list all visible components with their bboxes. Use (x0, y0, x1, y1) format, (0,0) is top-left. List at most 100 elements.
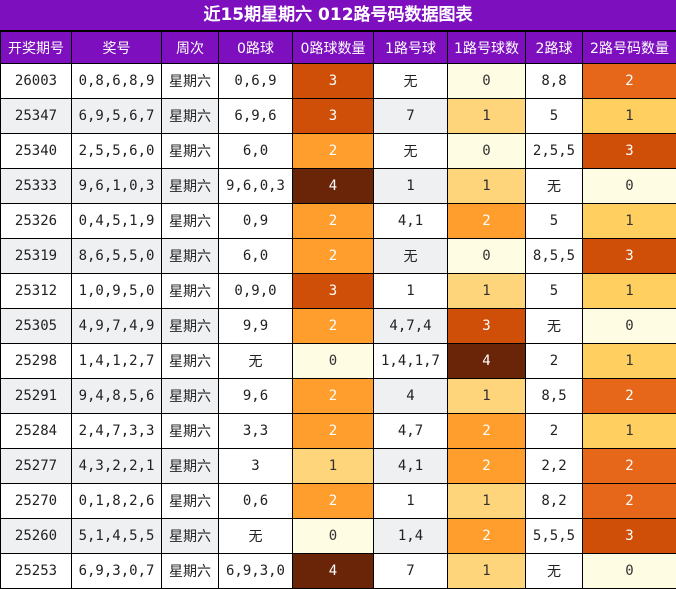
period-cell: 25253 (1, 554, 72, 589)
numbers-cell: 0,1,8,2,6 (72, 484, 162, 519)
period-cell: 25326 (1, 204, 72, 239)
period-cell: 25277 (1, 449, 72, 484)
road1-balls-cell: 1,4 (374, 519, 448, 554)
road2-balls-cell: 无 (526, 554, 583, 589)
road2-count-cell: 0 (583, 309, 676, 344)
road2-balls-cell: 5 (526, 99, 583, 134)
road2-balls-cell: 8,5,5 (526, 239, 583, 274)
road1-count-cell: 2 (448, 414, 526, 449)
numbers-cell: 5,1,4,5,5 (72, 519, 162, 554)
header-row: 开奖期号 奖号 周次 0路球 0路球数量 1路号球 1路号球数 2路球 2路号码… (1, 32, 676, 64)
weekday-cell: 星期六 (162, 204, 219, 239)
numbers-cell: 0,8,6,8,9 (72, 64, 162, 99)
period-cell: 25305 (1, 309, 72, 344)
road2-count-cell: 1 (583, 414, 676, 449)
road1-count-cell: 0 (448, 134, 526, 169)
road2-balls-cell: 8,8 (526, 64, 583, 99)
road0-count-cell: 4 (293, 169, 374, 204)
road2-count-cell: 0 (583, 169, 676, 204)
weekday-cell: 星期六 (162, 449, 219, 484)
road0-count-cell: 0 (293, 519, 374, 554)
road0-count-cell: 2 (293, 134, 374, 169)
numbers-cell: 4,3,2,2,1 (72, 449, 162, 484)
weekday-cell: 星期六 (162, 554, 219, 589)
period-cell: 25333 (1, 169, 72, 204)
road2-count-cell: 3 (583, 519, 676, 554)
weekday-cell: 星期六 (162, 484, 219, 519)
numbers-cell: 1,4,1,2,7 (72, 344, 162, 379)
road2-count-cell: 0 (583, 554, 676, 589)
road2-balls-cell: 2 (526, 344, 583, 379)
road2-balls-cell: 5,5,5 (526, 519, 583, 554)
road2-balls-cell: 5 (526, 274, 583, 309)
road2-balls-cell: 8,2 (526, 484, 583, 519)
period-cell: 25340 (1, 134, 72, 169)
weekday-cell: 星期六 (162, 134, 219, 169)
road1-balls-cell: 无 (374, 64, 448, 99)
road2-balls-cell: 2,2 (526, 449, 583, 484)
road2-count-cell: 1 (583, 344, 676, 379)
road0-balls-cell: 无 (219, 344, 293, 379)
weekday-cell: 星期六 (162, 274, 219, 309)
period-cell: 25260 (1, 519, 72, 554)
road1-count-cell: 2 (448, 519, 526, 554)
weekday-cell: 星期六 (162, 414, 219, 449)
road0-count-cell: 3 (293, 274, 374, 309)
road2-count-cell: 2 (583, 484, 676, 519)
numbers-cell: 2,5,5,6,0 (72, 134, 162, 169)
header-road1-balls: 1路号球 (374, 32, 448, 64)
road1-count-cell: 1 (448, 379, 526, 414)
header-road0-count: 0路球数量 (293, 32, 374, 64)
road0-balls-cell: 3,3 (219, 414, 293, 449)
numbers-cell: 4,9,7,4,9 (72, 309, 162, 344)
road1-count-cell: 1 (448, 169, 526, 204)
road2-count-cell: 2 (583, 449, 676, 484)
numbers-cell: 9,4,8,5,6 (72, 379, 162, 414)
weekday-cell: 星期六 (162, 64, 219, 99)
numbers-cell: 2,4,7,3,3 (72, 414, 162, 449)
road0-balls-cell: 3 (219, 449, 293, 484)
header-weekday: 周次 (162, 32, 219, 64)
header-road1-count: 1路号球数 (448, 32, 526, 64)
period-cell: 25319 (1, 239, 72, 274)
road2-count-cell: 1 (583, 204, 676, 239)
road0-count-cell: 2 (293, 414, 374, 449)
road0-count-cell: 2 (293, 379, 374, 414)
numbers-cell: 6,9,5,6,7 (72, 99, 162, 134)
road0-balls-cell: 0,9 (219, 204, 293, 239)
road2-count-cell: 1 (583, 99, 676, 134)
road1-balls-cell: 1 (374, 484, 448, 519)
road1-count-cell: 2 (448, 204, 526, 239)
road0-balls-cell: 0,6 (219, 484, 293, 519)
road1-balls-cell: 4,7 (374, 414, 448, 449)
road0-count-cell: 2 (293, 309, 374, 344)
road0-balls-cell: 0,6,9 (219, 64, 293, 99)
road1-count-cell: 0 (448, 64, 526, 99)
road0-count-cell: 2 (293, 484, 374, 519)
road0-count-cell: 1 (293, 449, 374, 484)
page-title: 近15期星期六 012路号码数据图表 (0, 0, 676, 31)
weekday-cell: 星期六 (162, 379, 219, 414)
road0-count-cell: 2 (293, 239, 374, 274)
road1-balls-cell: 4,7,4 (374, 309, 448, 344)
period-cell: 25284 (1, 414, 72, 449)
numbers-cell: 1,0,9,5,0 (72, 274, 162, 309)
road1-count-cell: 1 (448, 554, 526, 589)
road2-count-cell: 3 (583, 134, 676, 169)
header-road2-balls: 2路球 (526, 32, 583, 64)
weekday-cell: 星期六 (162, 169, 219, 204)
road1-balls-cell: 4 (374, 379, 448, 414)
road1-count-cell: 1 (448, 274, 526, 309)
road1-count-cell: 1 (448, 484, 526, 519)
